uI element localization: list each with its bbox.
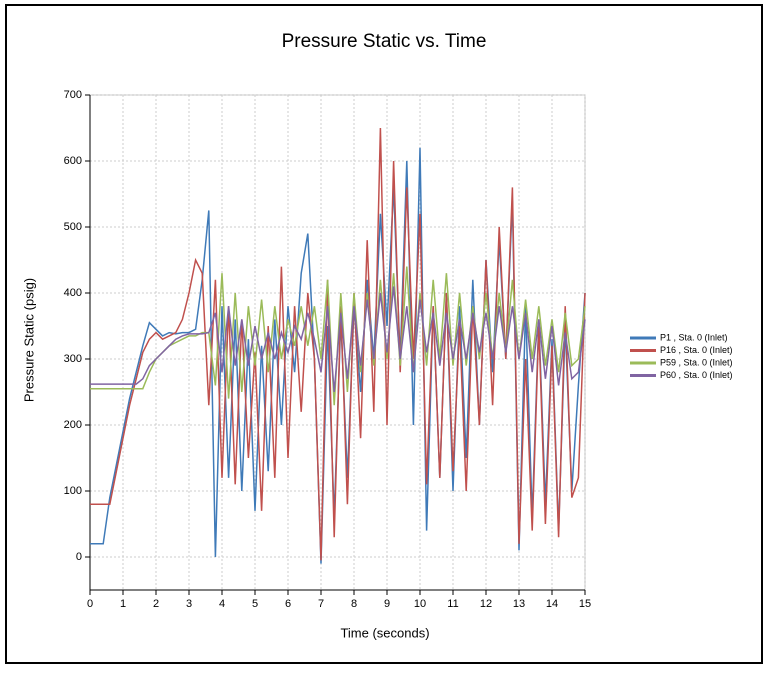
legend-label: P59 , Sta. 0 (Inlet) (660, 357, 733, 367)
x-tick-label: 9 (384, 598, 390, 610)
x-tick-label: 12 (480, 598, 492, 610)
x-tick-label: 1 (120, 598, 126, 610)
series-line (90, 286, 586, 393)
y-tick-label: 600 (64, 155, 82, 167)
x-tick-label: 6 (285, 598, 291, 610)
y-tick-label: 400 (64, 287, 82, 299)
x-tick-label: 2 (153, 598, 159, 610)
y-tick-label: 300 (64, 353, 82, 365)
chart-title: Pressure Static vs. Time (282, 31, 487, 52)
y-axis-label: Pressure Static (psig) (21, 278, 36, 402)
x-tick-label: 0 (87, 598, 93, 610)
x-axis-label: Time (seconds) (340, 625, 429, 640)
x-tick-label: 4 (219, 598, 225, 610)
y-tick-label: 200 (64, 419, 82, 431)
x-tick-label: 13 (513, 598, 525, 610)
x-tick-label: 5 (252, 598, 258, 610)
series-line (90, 127, 586, 561)
y-tick-label: 700 (64, 89, 82, 101)
x-tick-label: 10 (414, 598, 426, 610)
y-tick-label: 0 (76, 551, 82, 563)
x-tick-label: 7 (318, 598, 324, 610)
y-tick-label: 100 (64, 485, 82, 497)
y-tick-label: 500 (64, 221, 82, 233)
x-tick-label: 3 (186, 598, 192, 610)
legend-label: P1 , Sta. 0 (Inlet) (660, 332, 728, 342)
x-tick-label: 14 (546, 598, 558, 610)
legend-label: P60 , Sta. 0 (Inlet) (660, 370, 733, 380)
x-tick-label: 11 (447, 598, 458, 610)
legend-label: P16 , Sta. 0 (Inlet) (660, 345, 733, 355)
x-tick-label: 8 (351, 598, 357, 610)
x-tick-label: 15 (579, 598, 591, 610)
